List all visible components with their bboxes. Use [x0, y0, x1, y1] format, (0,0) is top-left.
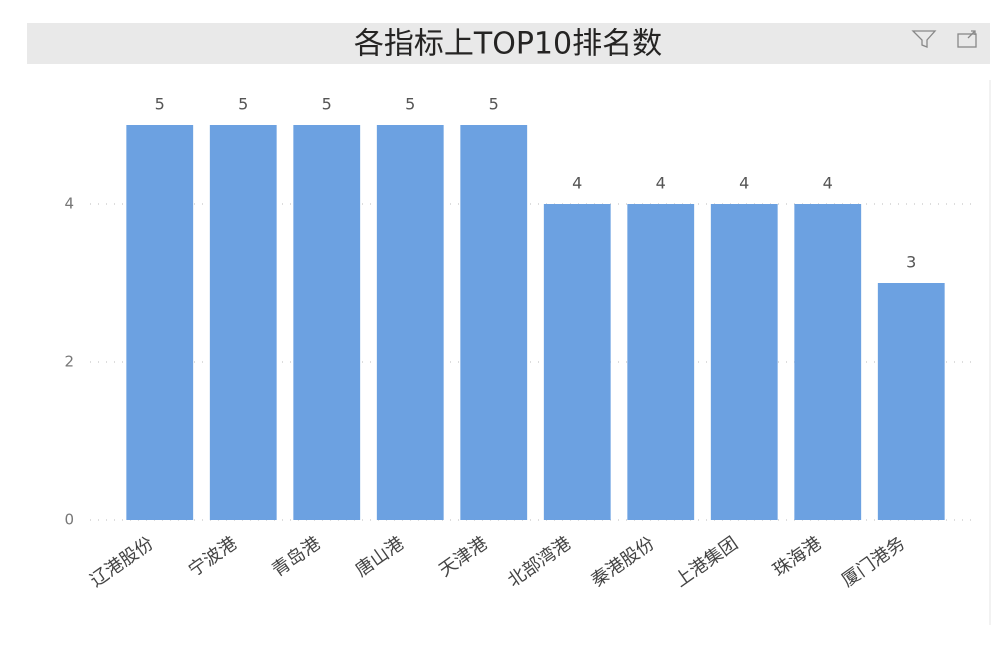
data-label: 5 [405, 95, 415, 114]
bar [293, 125, 361, 520]
x-tick-label: 北部湾港 [504, 533, 575, 591]
data-label: 5 [489, 95, 499, 114]
bar [627, 204, 695, 520]
bar [209, 125, 277, 520]
x-tick-label: 秦港股份 [587, 533, 658, 591]
x-tick-label: 上港集团 [671, 533, 742, 591]
data-label: 5 [238, 95, 248, 114]
x-tick-label: 珠海港 [769, 533, 825, 581]
bar [543, 204, 611, 520]
y-tick-label: 0 [64, 511, 74, 529]
data-label: 3 [906, 253, 916, 272]
x-tick-label: 辽港股份 [86, 533, 157, 591]
bar [126, 125, 194, 520]
data-label: 5 [322, 95, 332, 114]
y-tick-label: 2 [64, 353, 74, 371]
focus-mode-icon[interactable] [957, 30, 977, 48]
x-tick-label: 宁波港 [185, 533, 241, 581]
data-label: 4 [823, 174, 833, 193]
bar [710, 204, 778, 520]
x-tick-label: 天津港 [435, 533, 491, 581]
data-label: 4 [572, 174, 582, 193]
title-bar [27, 23, 990, 64]
bar [460, 125, 528, 520]
bar [794, 204, 862, 520]
x-tick-label: 厦门港务 [838, 533, 909, 591]
y-tick-label: 4 [64, 195, 74, 213]
filter-icon[interactable] [911, 30, 937, 48]
data-label: 4 [656, 174, 666, 193]
bar [877, 283, 945, 520]
bar [376, 125, 444, 520]
data-label: 5 [155, 95, 165, 114]
data-label: 4 [739, 174, 749, 193]
chart-title: 各指标上TOP10排名数 [354, 27, 662, 62]
x-tick-label: 唐山港 [352, 533, 408, 581]
x-tick-label: 青岛港 [268, 533, 324, 581]
